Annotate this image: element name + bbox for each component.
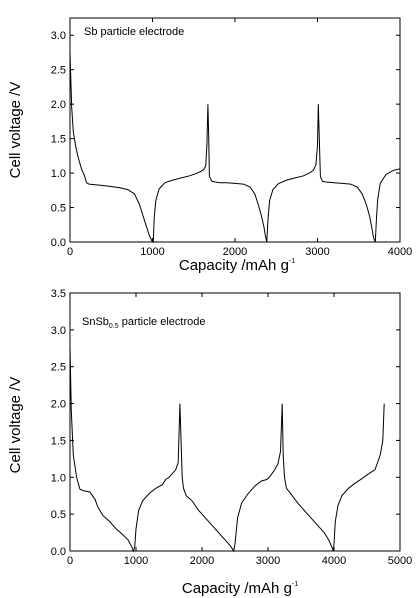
y-axis-label: Cell voltage /V <box>7 82 24 179</box>
plot-frame <box>69 17 401 243</box>
annotation: Sb particle electrode <box>84 26 184 38</box>
y-tick-label: 2.5 <box>51 362 66 374</box>
y-tick-label: 1.0 <box>51 168 66 180</box>
y-tick-label: 2.0 <box>51 99 66 111</box>
y-tick-label: 2.5 <box>51 65 66 77</box>
tick-group <box>69 18 401 243</box>
y-tick-label: 2.0 <box>51 399 66 411</box>
annotation: SnSb0.5 particle electrode <box>82 316 205 330</box>
tick-label-group: 0 1000 2000 3000 4000 0.0 0.5 1.0 1.5 2.0 2.5 3.0 <box>51 30 413 258</box>
y-axis-label: Cell voltage /V <box>7 377 24 474</box>
x-tick-label: 1000 <box>124 555 148 567</box>
x-axis-label: Capacity /mAh g-1 <box>182 580 298 597</box>
series-line <box>69 346 385 553</box>
x-tick-label: 0 <box>67 246 73 258</box>
x-tick-label: 5000 <box>388 555 412 567</box>
series-line <box>69 52 401 244</box>
y-tick-label: 1.5 <box>51 435 66 447</box>
y-tick-label: 1.5 <box>51 134 66 146</box>
x-tick-label: 1000 <box>140 246 164 258</box>
y-tick-label: 0.5 <box>51 509 66 521</box>
y-tick-label: 3.0 <box>51 30 66 42</box>
x-tick-label: 4000 <box>322 555 346 567</box>
x-tick-label: 2000 <box>223 246 247 258</box>
y-tick-label: 3.0 <box>51 325 66 337</box>
plot-frame <box>69 292 401 552</box>
tick-label-group: 0 1000 2000 3000 4000 5000 0.0 0.5 1.0 1.5 2.0 2.5 3… <box>51 288 413 567</box>
y-tick-label: 0.0 <box>51 546 66 558</box>
y-tick-label: 0.0 <box>51 237 66 249</box>
x-tick-label: 3000 <box>305 246 329 258</box>
y-tick-label: 1.0 <box>51 472 66 484</box>
chart-sb-particle-electrode: 0 1000 2000 3000 4000 0.0 0.5 1.0 1.5 2.0 2.5 3.0 S… <box>7 17 413 274</box>
y-tick-label: 3.5 <box>51 288 66 300</box>
x-tick-label: 2000 <box>190 555 214 567</box>
y-tick-label: 0.5 <box>51 203 66 215</box>
x-tick-label: 3000 <box>256 555 280 567</box>
chart-snsb-particle-electrode: 0 1000 2000 3000 4000 5000 0.0 0.5 1.0 1.5 2.0 2.5 3… <box>7 288 412 597</box>
x-tick-label: 4000 <box>388 246 412 258</box>
x-tick-label: 0 <box>67 555 73 567</box>
tick-group <box>69 292 401 552</box>
x-axis-label: Capacity /mAh g-1 <box>179 257 295 274</box>
